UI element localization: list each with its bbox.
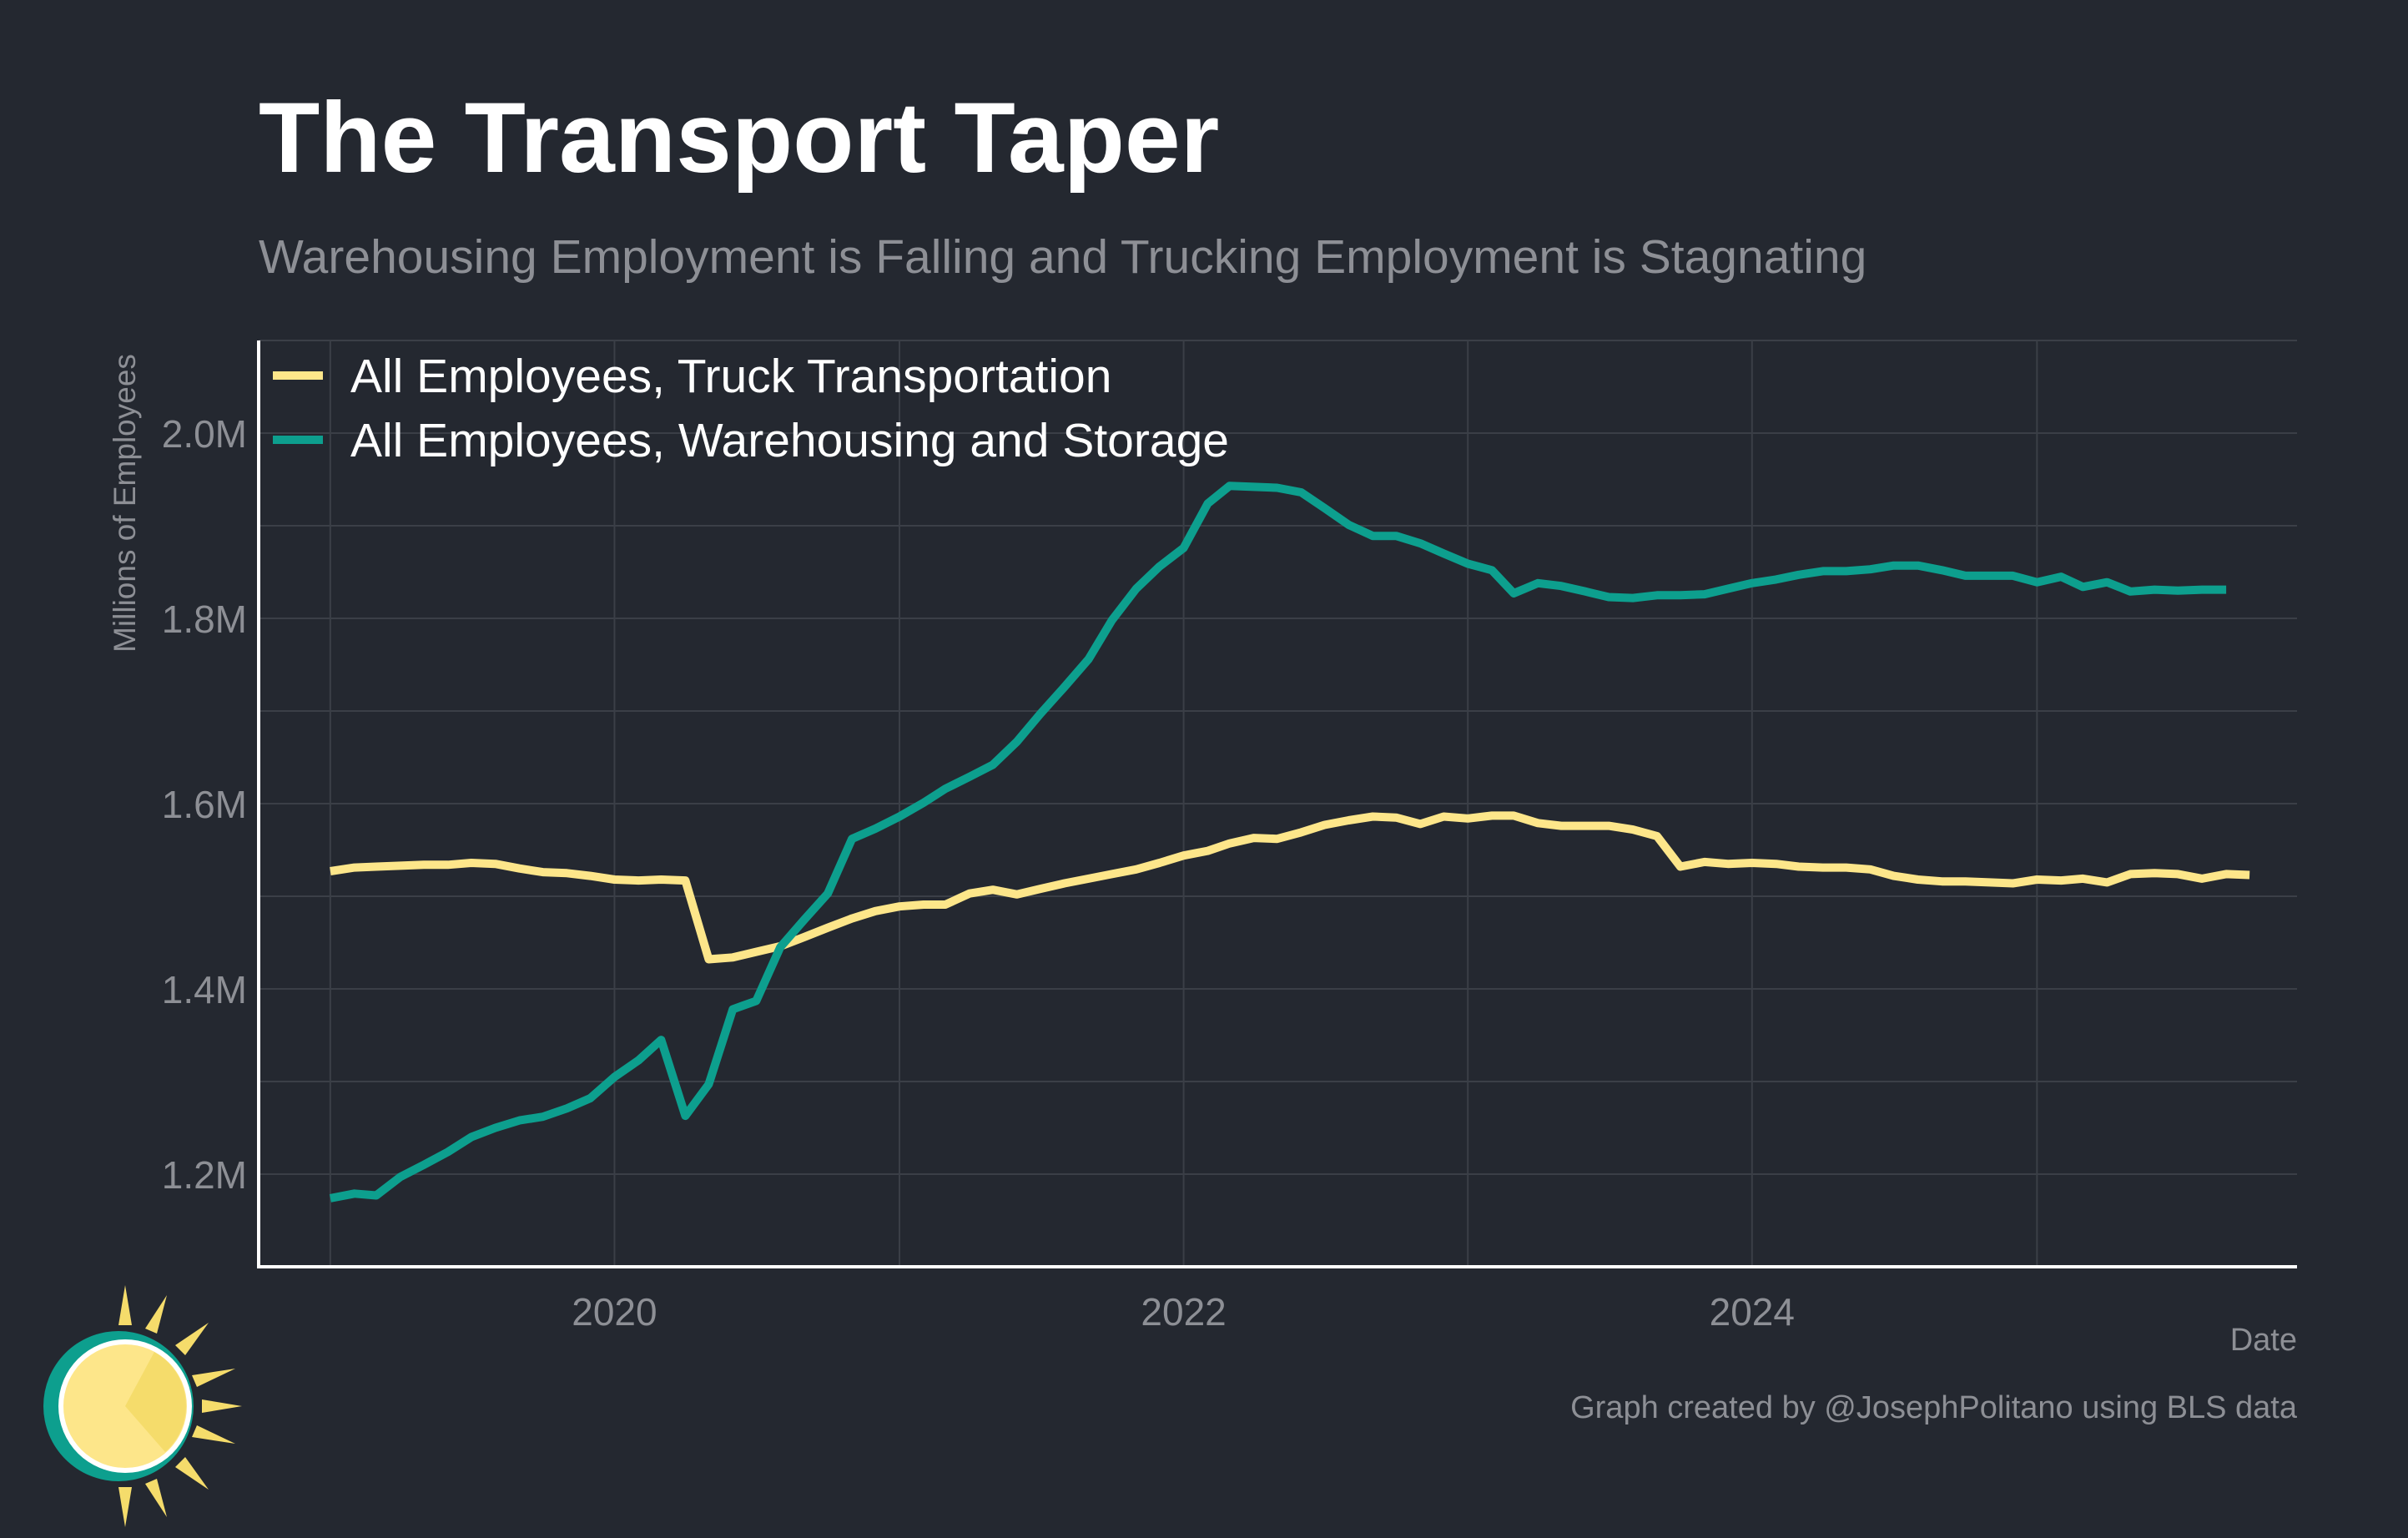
x-tick-label: 2024 bbox=[1710, 1290, 1795, 1334]
legend-label-1: All Employees, Truck Transportation bbox=[350, 350, 1111, 403]
series-line-1 bbox=[330, 811, 2250, 964]
series-line-2 bbox=[329, 482, 2227, 1203]
x-axis-label: Date bbox=[2229, 1323, 2297, 1358]
x-tick-label: 2020 bbox=[572, 1290, 657, 1334]
y-tick-label: 1.2M bbox=[162, 1153, 247, 1197]
chart-subtitle: Warehousing Employment is Falling and Tr… bbox=[259, 230, 1867, 284]
y-tick-label: 1.8M bbox=[162, 598, 247, 641]
y-tick-label: 2.0M bbox=[162, 412, 247, 456]
x-tick-label: 2022 bbox=[1141, 1290, 1226, 1334]
y-tick-label: 1.6M bbox=[162, 783, 247, 826]
y-tick-label: 1.4M bbox=[162, 968, 247, 1011]
chart-title: The Transport Taper bbox=[259, 82, 1220, 194]
legend-label-2: All Employees, Warehousing and Storage bbox=[350, 414, 1229, 467]
sun-logo-icon bbox=[43, 1285, 242, 1527]
source-credit: Graph created by @JosephPolitano using B… bbox=[1570, 1390, 2297, 1425]
y-axis-label: Millions of Employees bbox=[108, 354, 142, 653]
